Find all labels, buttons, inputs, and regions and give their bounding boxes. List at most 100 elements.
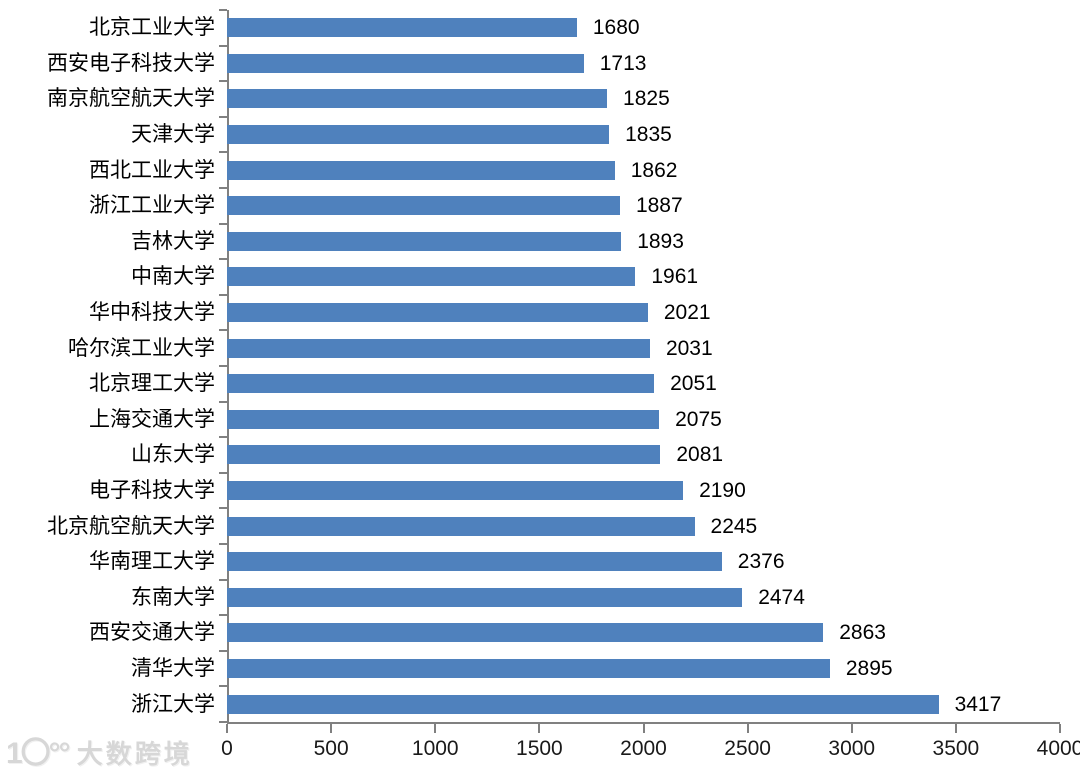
y-axis-ticks [219,9,227,723]
category-label: 浙江大学 [131,691,215,716]
bar [227,338,650,358]
bar [227,516,695,536]
category-label: 西安电子科技大学 [47,50,215,75]
bar-track: 1713 [227,46,1060,82]
y-tick [219,329,227,332]
category-label: 电子科技大学 [89,478,215,503]
category-label: 东南大学 [131,584,215,609]
bar-track: 2895 [227,651,1060,687]
y-tick [219,80,227,83]
category-label: 南京航空航天大学 [47,86,215,111]
value-label: 2051 [670,372,717,396]
x-tick-label: 1000 [411,737,459,760]
category-label: 华中科技大学 [89,300,215,325]
bar [227,18,577,38]
y-tick [219,44,227,47]
category-label: 天津大学 [131,122,215,147]
value-label: 1680 [592,16,640,40]
bar [227,303,648,323]
y-tick [219,151,227,154]
bar-track: 1835 [227,117,1060,153]
bar-track: 2190 [227,473,1060,509]
bar-track: 1862 [227,152,1060,188]
y-tick [219,222,227,225]
chart-row: 西安交通大学 2863 [0,615,1060,651]
bar-track: 1680 [227,10,1060,46]
chart-row: 南京航空航天大学 1825 [0,81,1060,117]
bar [227,445,661,465]
y-tick [219,436,227,439]
chart-row: 清华大学 2895 [0,651,1060,687]
y-tick [219,400,227,403]
category-label: 哈尔滨工业大学 [68,335,215,360]
category-label: 吉林大学 [131,228,215,253]
bar-track: 2031 [227,330,1060,366]
x-axis: 0 500 1000 1500 2000 2500 3000 3500 4000 [221,722,1080,774]
bar-track: 3417 [227,686,1060,722]
y-tick [219,721,227,723]
x-tick-label: 1500 [516,737,563,760]
chart-row: 中南大学 1961 [0,259,1060,295]
bar [227,53,584,73]
bar-track: 1961 [227,259,1060,295]
bar-track: 1893 [227,224,1060,260]
bar [227,694,939,714]
bar-track: 1825 [227,81,1060,117]
bar-track: 1887 [227,188,1060,224]
value-label: 1961 [651,265,699,289]
y-tick [219,365,227,367]
chart-row: 山东大学 2081 [0,437,1060,473]
x-tick [746,724,749,733]
category-label: 浙江工业大学 [89,193,215,218]
category-label: 山东大学 [131,442,215,467]
bar [227,231,622,251]
category-label: 西安交通大学 [89,620,215,645]
bar [227,623,824,643]
chart-row: 浙江工业大学 1887 [0,188,1060,224]
bar-track: 2051 [227,366,1060,402]
x-tick [850,724,853,733]
y-tick [219,9,227,11]
bar [227,658,830,678]
bar-track: 2376 [227,544,1060,580]
chart-row: 华南理工大学 2376 [0,544,1060,580]
bar [227,267,636,287]
value-label: 2031 [665,336,713,360]
chart-row: 哈尔滨工业大学 2031 [0,330,1060,366]
bar-track: 2245 [227,508,1060,544]
value-label: 2863 [839,621,886,645]
category-label: 北京工业大学 [89,15,215,40]
value-label: 2895 [845,656,893,680]
category-label: 华南理工大学 [89,549,215,574]
y-tick [219,187,227,189]
chart-row: 吉林大学 1893 [0,224,1060,260]
watermark-logo-icon: 1〇°° [6,737,71,770]
value-label: 2021 [663,301,711,325]
x-tick [226,724,228,733]
x-tick-label: 0 [221,737,233,760]
chart-row: 北京航空航天大学 2245 [0,508,1060,544]
y-tick [219,685,227,688]
chart-row: 北京理工大学 2051 [0,366,1060,402]
chart-row: 天津大学 1835 [0,117,1060,153]
bar [227,374,655,394]
value-label: 1713 [599,51,647,75]
y-tick [219,614,227,617]
value-label: 2190 [699,479,746,503]
category-label: 清华大学 [131,655,215,680]
value-label: 2474 [758,585,805,609]
chart-rows: 北京工业大学 1680 西安电子科技大学 1713 南京航空航天大学 1825 天津大学 18… [0,10,1060,722]
y-tick [219,543,227,545]
chart-row: 西安电子科技大学 1713 [0,46,1060,82]
y-tick [219,649,227,652]
x-tick [538,724,541,733]
category-label: 西北工业大学 [89,157,215,182]
category-label: 上海交通大学 [89,406,215,431]
watermark-text: 大数跨境 [76,739,193,769]
bar-track: 2081 [227,437,1060,473]
x-tick [1059,724,1061,733]
chart-row: 西北工业大学 1862 [0,152,1060,188]
x-tick [642,724,645,733]
value-label: 1825 [623,87,670,111]
